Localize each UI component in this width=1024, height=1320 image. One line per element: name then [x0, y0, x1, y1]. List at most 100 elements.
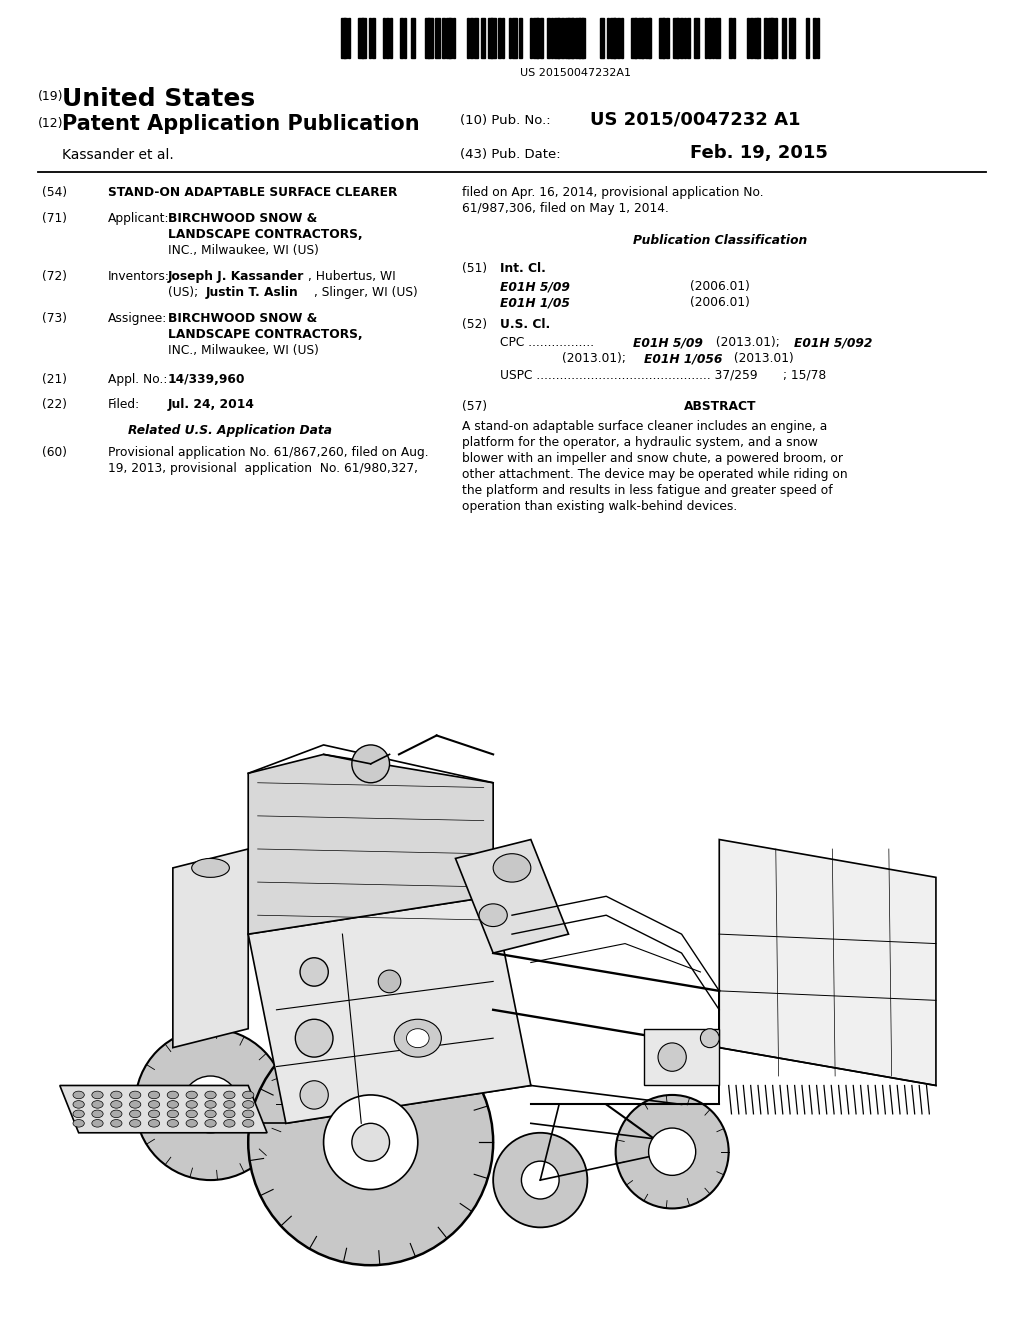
- Ellipse shape: [205, 1110, 216, 1118]
- Bar: [610, 18, 614, 58]
- Bar: [712, 18, 714, 58]
- Ellipse shape: [148, 1101, 160, 1109]
- Bar: [631, 18, 636, 58]
- Bar: [389, 18, 392, 58]
- Bar: [383, 18, 385, 58]
- Bar: [582, 18, 585, 58]
- Ellipse shape: [407, 1028, 429, 1048]
- Text: (2006.01): (2006.01): [690, 280, 750, 293]
- Ellipse shape: [148, 1110, 160, 1118]
- Ellipse shape: [205, 1101, 216, 1109]
- Text: 19, 2013, provisional  application  No. 61/980,327,: 19, 2013, provisional application No. 61…: [108, 462, 418, 475]
- Ellipse shape: [243, 1119, 254, 1127]
- Ellipse shape: [494, 1133, 588, 1228]
- Ellipse shape: [352, 744, 389, 783]
- Text: ; 15/78: ; 15/78: [783, 368, 826, 381]
- Text: E01H 1/05: E01H 1/05: [500, 296, 570, 309]
- Bar: [816, 18, 819, 58]
- Text: (2013.01);: (2013.01);: [562, 352, 630, 366]
- Text: Patent Application Publication: Patent Application Publication: [62, 114, 420, 135]
- Bar: [771, 18, 773, 58]
- Text: platform for the operator, a hydraulic system, and a snow: platform for the operator, a hydraulic s…: [462, 436, 818, 449]
- Ellipse shape: [700, 1028, 719, 1048]
- Ellipse shape: [73, 1119, 84, 1127]
- Bar: [358, 18, 362, 58]
- Bar: [369, 18, 371, 58]
- Bar: [490, 18, 496, 58]
- Text: Filed:: Filed:: [108, 399, 140, 411]
- Bar: [673, 18, 678, 58]
- Bar: [428, 18, 433, 58]
- Text: Publication Classification: Publication Classification: [633, 234, 807, 247]
- Ellipse shape: [92, 1110, 103, 1118]
- Ellipse shape: [223, 1101, 236, 1109]
- Text: Feb. 19, 2015: Feb. 19, 2015: [690, 144, 827, 162]
- Text: Provisional application No. 61/867,260, filed on Aug.: Provisional application No. 61/867,260, …: [108, 446, 429, 459]
- Ellipse shape: [129, 1119, 141, 1127]
- Bar: [606, 18, 609, 58]
- Ellipse shape: [191, 858, 229, 878]
- Text: (2013.01);: (2013.01);: [712, 337, 783, 348]
- Ellipse shape: [248, 1019, 494, 1265]
- Bar: [540, 18, 543, 58]
- Bar: [347, 18, 350, 58]
- Bar: [372, 18, 375, 58]
- Bar: [732, 18, 735, 58]
- Text: (73): (73): [42, 312, 67, 325]
- Ellipse shape: [378, 970, 400, 993]
- Text: (2006.01): (2006.01): [690, 296, 750, 309]
- Text: U.S. Cl.: U.S. Cl.: [500, 318, 550, 331]
- Bar: [644, 1028, 719, 1085]
- Text: (71): (71): [42, 213, 67, 224]
- Polygon shape: [248, 896, 530, 1123]
- Text: Applicant:: Applicant:: [108, 213, 170, 224]
- Bar: [708, 18, 711, 58]
- Bar: [729, 18, 731, 58]
- Text: (72): (72): [42, 271, 67, 282]
- Text: (22): (22): [42, 399, 67, 411]
- Text: LANDSCAPE CONTRACTORS,: LANDSCAPE CONTRACTORS,: [168, 228, 362, 242]
- Text: INC., Milwaukee, WI (US): INC., Milwaukee, WI (US): [168, 345, 318, 356]
- Bar: [435, 18, 439, 58]
- Ellipse shape: [295, 1019, 333, 1057]
- Ellipse shape: [167, 1119, 178, 1127]
- Bar: [638, 18, 643, 58]
- Bar: [677, 18, 679, 58]
- Bar: [687, 18, 689, 58]
- Bar: [746, 18, 750, 58]
- Bar: [764, 18, 767, 58]
- Ellipse shape: [243, 1092, 254, 1098]
- Bar: [613, 18, 616, 58]
- Bar: [480, 18, 485, 58]
- Text: 14/339,960: 14/339,960: [168, 374, 246, 385]
- Bar: [781, 18, 786, 58]
- Bar: [621, 18, 624, 58]
- Text: 61/987,306, filed on May 1, 2014.: 61/987,306, filed on May 1, 2014.: [462, 202, 669, 215]
- Text: USPC ............................................. 37/259: USPC ...................................…: [500, 368, 758, 381]
- Bar: [547, 18, 550, 58]
- Bar: [792, 18, 795, 58]
- Bar: [512, 18, 517, 58]
- Text: other attachment. The device may be operated while riding on: other attachment. The device may be oper…: [462, 469, 848, 480]
- Bar: [813, 18, 816, 58]
- Bar: [467, 18, 469, 58]
- Bar: [750, 18, 753, 58]
- Ellipse shape: [223, 1092, 236, 1098]
- Text: operation than existing walk-behind devices.: operation than existing walk-behind devi…: [462, 500, 737, 513]
- Bar: [641, 18, 644, 58]
- Text: the platform and results in less fatigue and greater speed of: the platform and results in less fatigue…: [462, 484, 833, 498]
- Text: (60): (60): [42, 446, 67, 459]
- Ellipse shape: [73, 1101, 84, 1109]
- Ellipse shape: [129, 1092, 141, 1098]
- Text: Justin T. Aslin: Justin T. Aslin: [206, 286, 299, 300]
- Bar: [487, 18, 493, 58]
- Text: (54): (54): [42, 186, 68, 199]
- Ellipse shape: [494, 854, 530, 882]
- Text: (10) Pub. No.:: (10) Pub. No.:: [460, 114, 551, 127]
- Bar: [561, 18, 563, 58]
- Polygon shape: [248, 755, 494, 935]
- Bar: [579, 18, 584, 58]
- Ellipse shape: [186, 1092, 198, 1098]
- Text: filed on Apr. 16, 2014, provisional application No.: filed on Apr. 16, 2014, provisional appl…: [462, 186, 764, 199]
- Text: Joseph J. Kassander: Joseph J. Kassander: [168, 271, 304, 282]
